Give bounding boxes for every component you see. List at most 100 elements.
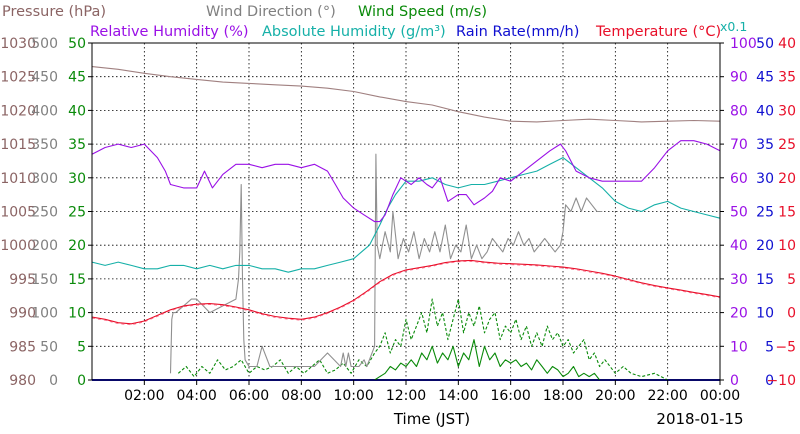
rain-rate-tick-label: 40 [756,103,774,119]
series-gust [177,298,668,381]
axes-layer: 02:00 04:00 06:00 08:00 10:00 12:00 14:00 16:00… [0,36,796,404]
x-tick-label: 02:00 [124,388,164,404]
rain-rate-tick-label: 50 [756,36,774,52]
x-tick-label: 10:00 [333,388,373,404]
series-wind-dir [169,153,603,374]
legend: Pressure (hPa) Wind Direction (°) Wind Spe… [2,4,747,40]
pressure-tick-label: 1020 [0,103,36,119]
legend-abs-hum-note: x0.1 [720,19,747,34]
x-tick-label: 06:00 [229,388,269,404]
temperature-tick-label: 15 [778,205,796,221]
wind-direction-tick-label: 250 [31,205,58,221]
rain-rate-tick-label: 25 [756,205,774,221]
x-tick-label: 12:00 [386,388,426,404]
wind-speed-tick-label: 50 [68,36,86,52]
relative-humidity-tick-label: 80 [730,103,748,119]
wind-direction-tick-label: 350 [31,137,58,153]
legend-rel-hum: Relative Humidity (%) [90,24,249,40]
temperature-tick-label: −10 [766,373,796,389]
wind-speed-tick-label: 40 [68,103,86,119]
pressure-tick-label: 1000 [0,238,36,254]
temperature-tick-label: −5 [775,339,796,355]
wind-speed-tick-label: 10 [68,306,86,322]
rain-rate-tick-label: 5 [765,339,774,355]
pressure-tick-label: 995 [9,272,36,288]
temperature-tick-label: 25 [778,137,796,153]
series-pressure [91,66,721,123]
x-tick-label: 18:00 [543,388,583,404]
wind-direction-tick-label: 400 [31,103,58,119]
relative-humidity-tick-label: 30 [730,272,748,288]
wind-speed-tick-label: 45 [68,70,86,86]
relative-humidity-tick-label: 90 [730,70,748,86]
legend-rain: Rain Rate(mm/h) [456,24,579,40]
rain-rate-tick-label: 35 [756,137,774,153]
rain-rate-tick-label: 30 [756,171,774,187]
wind-speed-tick-label: 30 [68,171,86,187]
relative-humidity-tick-label: 10 [730,339,748,355]
temperature-tick-label: 0 [787,306,796,322]
wind-speed-tick-label: 5 [77,339,86,355]
temperature-tick-label: 5 [787,272,796,288]
x-tick-label: 16:00 [490,388,530,404]
wind-direction-tick-label: 200 [31,238,58,254]
wind-direction-tick-label: 300 [31,171,58,187]
rain-rate-tick-label: 15 [756,272,774,288]
wind-direction-tick-label: 450 [31,70,58,86]
wind-speed-tick-label: 20 [68,238,86,254]
relative-humidity-tick-label: 60 [730,171,748,187]
legend-wind-dir: Wind Direction (°) [206,4,336,20]
relative-humidity-tick-label: 40 [730,238,748,254]
wind-direction-tick-label: 150 [31,272,58,288]
legend-temp: Temperature (°C) [595,24,721,40]
pressure-tick-label: 990 [9,306,36,322]
legend-pressure: Pressure (hPa) [2,4,106,20]
relative-humidity-tick-label: 20 [730,306,748,322]
wind-speed-tick-label: 0 [77,373,86,389]
legend-abs-hum: Absolute Humidity (g/m³) [262,24,446,40]
x-tick-label: 08:00 [281,388,321,404]
x-tick-label: 04:00 [176,388,216,404]
relative-humidity-tick-label: 70 [730,137,748,153]
pressure-tick-label: 1010 [0,171,36,187]
rain-rate-tick-label: 10 [756,306,774,322]
grid [92,43,720,380]
wind-speed-tick-label: 35 [68,137,86,153]
wind-direction-tick-label: 500 [31,36,58,52]
relative-humidity-tick-label: 50 [730,205,748,221]
temperature-tick-label: 40 [778,36,796,52]
series-temp-overlay [91,261,721,326]
x-tick-label: 22:00 [647,388,687,404]
relative-humidity-tick-label: 0 [730,373,739,389]
pressure-tick-label: 985 [9,339,36,355]
pressure-tick-label: 1025 [0,70,36,86]
temperature-tick-label: 35 [778,70,796,86]
wind-direction-tick-label: 0 [49,373,58,389]
rain-rate-tick-label: 20 [756,238,774,254]
date-label: 2018-01-15 [656,410,743,428]
pressure-tick-label: 1005 [0,205,36,221]
wind-speed-tick-label: 25 [68,205,86,221]
x-tick-label: 00:00 [700,388,740,404]
wind-direction-tick-label: 100 [31,306,58,322]
pressure-tick-label: 1030 [0,36,36,52]
wind-speed-tick-label: 15 [68,272,86,288]
series-rel-hum [91,140,721,223]
pressure-tick-label: 980 [9,373,36,389]
series-temp [91,259,721,325]
legend-wind-speed: Wind Speed (m/s) [358,4,487,20]
temperature-tick-label: 10 [778,238,796,254]
x-axis-label: Time (JST) [393,410,470,428]
rain-rate-tick-label: 0 [765,373,774,389]
wind-direction-tick-label: 50 [40,339,58,355]
temperature-tick-label: 20 [778,171,796,187]
x-tick-label: 14:00 [438,388,478,404]
temperature-tick-label: 30 [778,103,796,119]
rain-rate-tick-label: 45 [756,70,774,86]
series-abs-hum [91,157,721,273]
relative-humidity-tick-label: 100 [730,36,757,52]
series-wind-speed [374,339,605,381]
x-tick-label: 20:00 [595,388,635,404]
pressure-tick-label: 1015 [0,137,36,153]
